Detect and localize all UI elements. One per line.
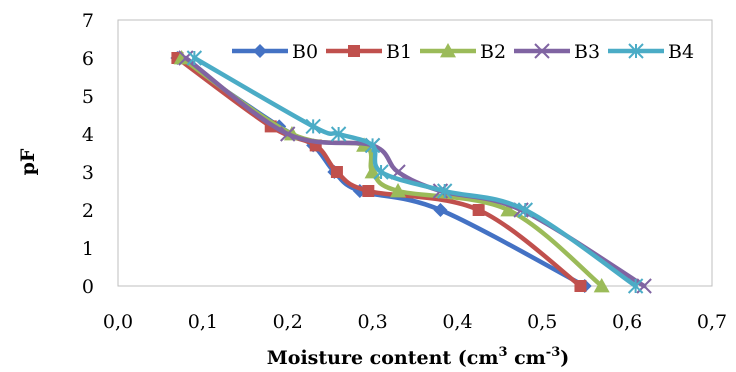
y-tick-label: 7: [82, 10, 94, 32]
legend-marker: [628, 43, 644, 59]
data-point-B2: [593, 278, 610, 293]
plot-border: [117, 19, 713, 287]
data-point-B1: [472, 204, 485, 216]
legend-label: B0: [292, 41, 318, 63]
x-tick-label: 0,5: [527, 311, 557, 333]
data-point-B2: [364, 164, 381, 179]
x-tick-label: 0,1: [188, 311, 218, 333]
x-axis-title-sup2: -3: [546, 345, 560, 360]
x-tick-label: 0,6: [612, 311, 642, 333]
legend-marker: [253, 44, 267, 58]
tick-labels: 0 1 2 3 4 5 6 7 0,0 0,1 0,2 0,3 0,4 0,5 0,6 0,7: [82, 10, 727, 333]
data-point-B1: [330, 166, 343, 178]
data-point-B4: [517, 202, 534, 218]
series-B3: [178, 50, 652, 294]
legend-label: B4: [668, 41, 694, 63]
y-tick-label: 3: [82, 162, 94, 184]
x-tick-label: 0,4: [442, 311, 472, 333]
legend: B0 B1 B2 B3 B4: [232, 41, 694, 63]
legend-item-B0: B0: [232, 41, 318, 63]
x-tick-label: 0,2: [273, 311, 303, 333]
legend-label: B1: [386, 41, 412, 63]
series-B4: [186, 50, 644, 294]
data-point-B4: [364, 137, 381, 154]
y-axis-title: pF: [17, 148, 39, 175]
x-axis-title-part3: ): [560, 347, 569, 369]
legend-item-B4: B4: [608, 41, 694, 63]
data-point-B4: [330, 126, 347, 142]
y-tick-label: 2: [82, 200, 94, 222]
legend-marker: [348, 45, 360, 57]
y-tick-label: 1: [82, 238, 94, 260]
legend-marker: [440, 43, 456, 58]
x-axis-title: Moisture content (cm3 cm-3): [267, 345, 570, 369]
x-tick-label: 0,0: [103, 311, 133, 333]
data-point-B2: [500, 202, 517, 217]
data-point-B1: [574, 280, 587, 292]
series-line-B4: [192, 55, 638, 289]
data-point-B4: [186, 50, 203, 66]
data-point-B0: [433, 203, 448, 217]
data-point-B4: [373, 164, 389, 180]
legend-item-B1: B1: [326, 41, 412, 63]
legend-item-B2: B2: [420, 41, 506, 63]
x-axis-title-part1: Moisture content (cm: [267, 347, 499, 369]
data-point-B3: [280, 126, 296, 142]
data-point-B4: [305, 118, 321, 135]
y-tick-label: 4: [82, 124, 94, 146]
y-tick-label: 6: [82, 48, 94, 70]
x-axis-title-sup1: 3: [498, 345, 507, 360]
legend-label: B2: [480, 41, 506, 63]
y-tick-label: 0: [82, 276, 94, 298]
series-layer: [170, 50, 652, 294]
data-point-B1: [362, 185, 375, 197]
x-tick-label: 0,3: [357, 311, 387, 333]
legend-item-B3: B3: [514, 41, 600, 63]
data-point-B2: [173, 50, 190, 65]
legend-label: B3: [574, 41, 600, 63]
y-tick-label: 5: [82, 86, 94, 108]
legend-marker: [534, 43, 550, 59]
data-point-B4: [627, 278, 644, 294]
data-point-B2: [390, 183, 407, 198]
x-tick-label: 0,7: [697, 311, 727, 333]
data-point-B4: [436, 183, 453, 199]
plot-frame: [117, 19, 713, 287]
x-axis-title-part2: cm: [508, 347, 546, 369]
